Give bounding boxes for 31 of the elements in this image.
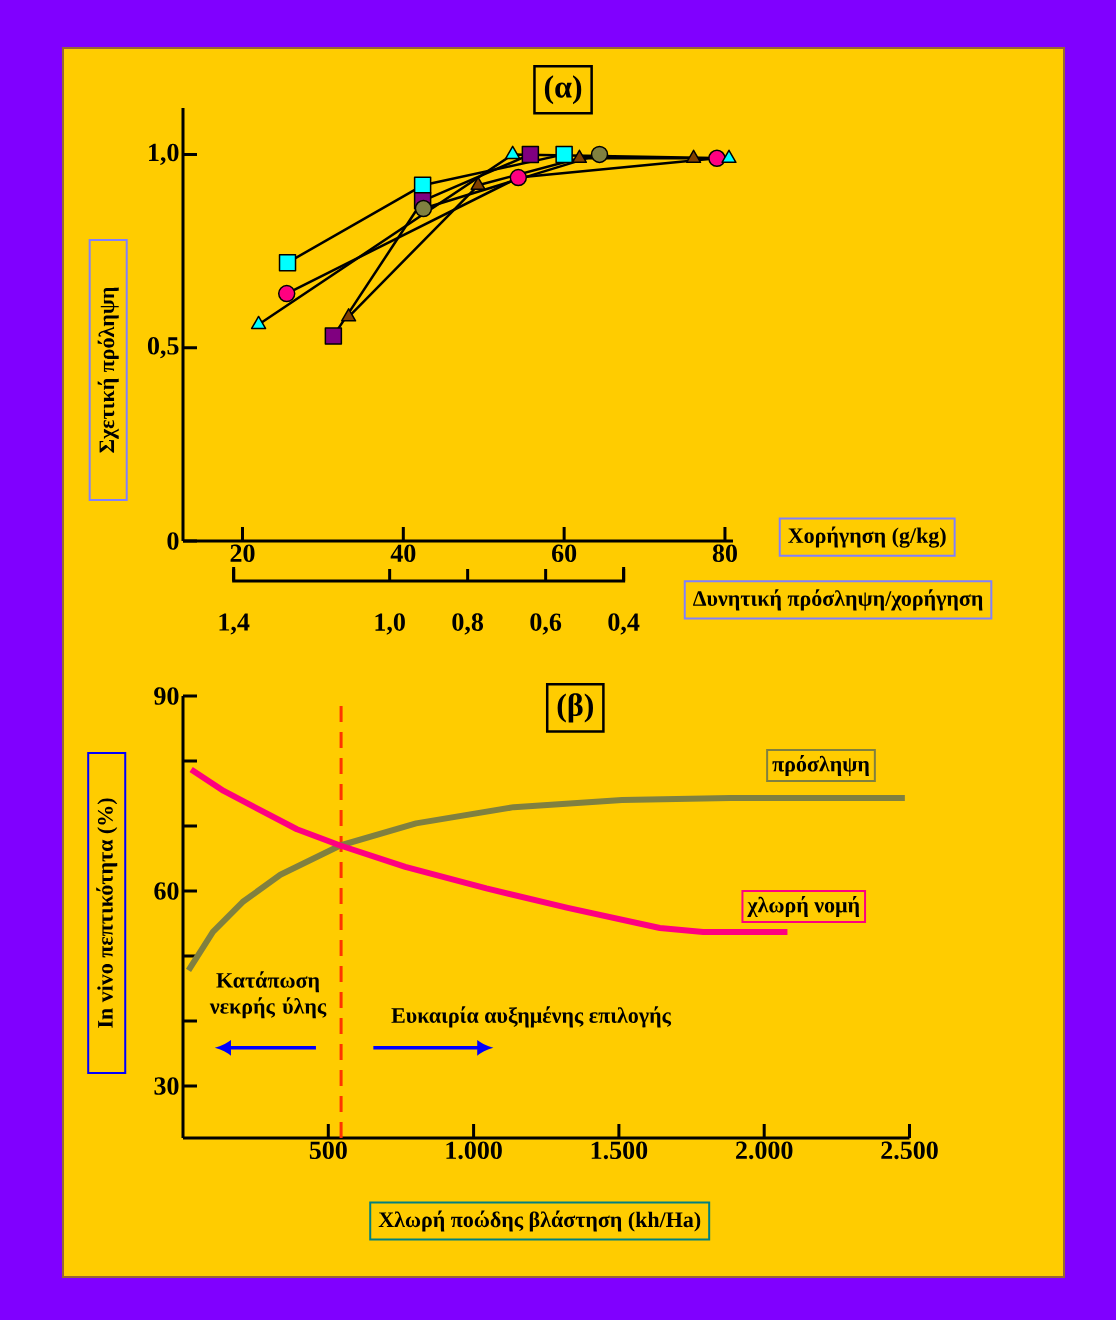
- series-label: χλωρή νομή: [747, 895, 860, 917]
- x-axis-title: Χορήγηση (g/kg): [788, 526, 946, 548]
- y-tick-label: 0: [167, 532, 179, 550]
- x-tick-label: 1.500: [591, 1141, 648, 1160]
- x2-tick-label: 0,4: [608, 613, 640, 635]
- x2-tick-label: 0,6: [530, 613, 562, 635]
- y-tick-label: 0,5: [147, 337, 179, 359]
- y-tick-label: 90: [154, 687, 179, 705]
- x-tick-label: 2.000: [736, 1141, 793, 1160]
- annotation: Κατάπωση νεκρής ύλης: [209, 971, 327, 1019]
- x-tick-label: 2.500: [881, 1141, 938, 1160]
- annotation: Ευκαιρία αυξημένης επιλογής: [391, 1006, 672, 1028]
- y-axis-title: In vivo πεπτικότητα (%): [96, 798, 118, 1028]
- x-tick-label: 20: [230, 544, 255, 563]
- chart-title: (α): [544, 75, 582, 105]
- series-label: πρόσληψη: [772, 755, 869, 777]
- x2-tick-label: 0,8: [452, 613, 484, 635]
- x-axis-title: Χλωρή ποώδης βλάστηση (kh/Ha): [378, 1210, 701, 1232]
- y-axis-title: Σχετική πρόληψη: [97, 287, 119, 453]
- x-tick-label: 40: [390, 544, 416, 563]
- x2-axis-title: Δυνητική πρόσληψη/χορήγηση: [693, 589, 983, 611]
- x-tick-label: 60: [552, 544, 577, 563]
- chart-title: (β): [557, 693, 593, 723]
- y-tick-label: 60: [154, 882, 179, 900]
- x-tick-label: 500: [309, 1141, 347, 1160]
- x-tick-label: 1.000: [446, 1141, 502, 1160]
- x2-tick-label: 1,0: [375, 613, 405, 635]
- x-tick-label: 80: [712, 544, 737, 563]
- y-tick-label: 30: [154, 1077, 179, 1095]
- x2-tick-label: 1,4: [219, 613, 250, 635]
- y-tick-label: 1,0: [149, 143, 179, 166]
